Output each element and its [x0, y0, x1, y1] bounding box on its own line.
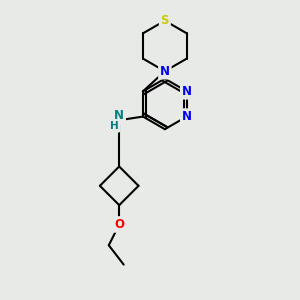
Text: N: N — [182, 110, 192, 123]
Text: N: N — [114, 110, 124, 122]
Text: N: N — [182, 85, 192, 98]
Text: N: N — [160, 65, 170, 78]
Text: H: H — [110, 121, 118, 131]
Text: O: O — [114, 218, 124, 231]
Text: S: S — [160, 14, 169, 27]
